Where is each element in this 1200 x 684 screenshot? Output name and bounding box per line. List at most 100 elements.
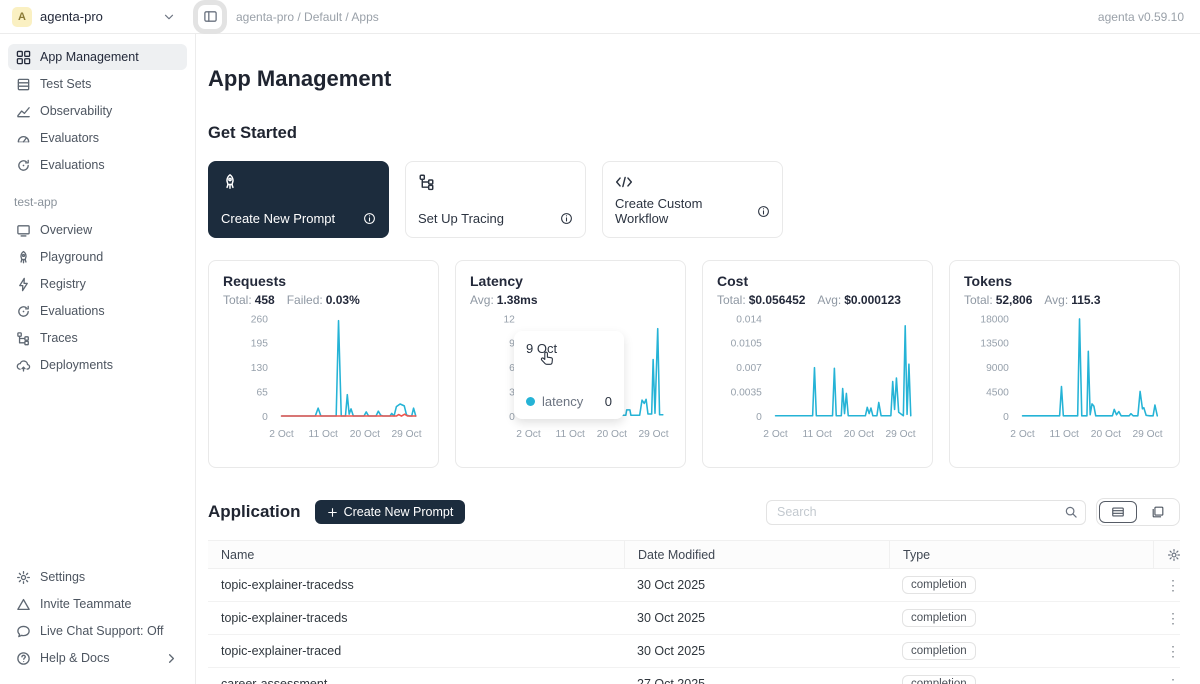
type-badge: completion <box>902 642 976 660</box>
sidebar-item-label: Playground <box>40 250 104 264</box>
card-label: Create New Prompt <box>221 211 336 226</box>
info-icon[interactable] <box>757 205 770 218</box>
create-new-prompt-button[interactable]: Create New Prompt <box>314 500 466 524</box>
svg-text:11 Oct: 11 Oct <box>309 429 339 440</box>
app-group-label: test-app <box>14 195 58 209</box>
metrics-cards: Requests Total: 458 Failed: 0.03% 0 65 130 19… <box>208 260 1180 468</box>
card-view-icon <box>1152 506 1164 518</box>
table-row[interactable]: topic-explainer-traceds 30 Oct 2025 comp… <box>208 602 1180 635</box>
svg-text:13500: 13500 <box>980 339 1009 350</box>
set-up-tracing-card[interactable]: Set Up Tracing <box>405 161 586 238</box>
sidebar-item-label: Overview <box>40 223 93 237</box>
svg-text:9: 9 <box>509 339 515 350</box>
sidebar-item-test-sets[interactable]: Test Sets <box>8 71 187 97</box>
svg-text:11 Oct: 11 Oct <box>803 429 833 440</box>
app-date: 27 Oct 2025 <box>637 677 706 684</box>
chevron-right-icon <box>164 651 179 666</box>
sidebar-item-observability[interactable]: Observability <box>8 98 187 124</box>
column-settings-gear-icon[interactable] <box>1167 548 1181 562</box>
tokens-chart: 0 4500 9000 13500 18000 2 Oct 11 Oct 20 Oct 29 O… <box>964 313 1165 449</box>
svg-text:260: 260 <box>251 314 268 325</box>
main-content: App Management Get Started Create New Pr… <box>196 34 1200 684</box>
sidebar-item-deployments[interactable]: Deployments <box>8 352 187 378</box>
sidebar-item-traces[interactable]: Traces <box>8 325 187 351</box>
column-name[interactable]: Name <box>221 547 255 562</box>
sidebar-item-label: Traces <box>40 331 78 345</box>
create-new-prompt-card[interactable]: Create New Prompt <box>208 161 389 238</box>
sidebar-item-label: Evaluations <box>40 158 105 172</box>
rocket-icon <box>221 173 376 191</box>
sidebar-item-evaluations[interactable]: Evaluations <box>8 152 187 178</box>
line-chart-icon <box>16 104 31 119</box>
sidebar-item-label: Observability <box>40 104 113 118</box>
info-icon[interactable] <box>363 212 376 225</box>
refresh-circle-icon <box>16 304 31 319</box>
panel-left-icon <box>203 9 218 24</box>
table-row[interactable]: topic-explainer-tracedss 30 Oct 2025 com… <box>208 569 1180 602</box>
table-row[interactable]: career-assessment 27 Oct 2025 completion… <box>208 668 1180 684</box>
svg-text:29 Oct: 29 Oct <box>638 429 668 440</box>
tooltip-date: 9 Oct <box>526 341 558 356</box>
app-name: career-assessment <box>221 677 328 684</box>
gauge-icon <box>16 131 31 146</box>
svg-text:2 Oct: 2 Oct <box>763 429 788 440</box>
sidebar-item-help-docs[interactable]: Help & Docs <box>8 645 187 671</box>
column-date-modified[interactable]: Date Modified <box>624 541 889 568</box>
app-name: topic-explainer-traceds <box>221 611 348 625</box>
svg-text:2 Oct: 2 Oct <box>516 429 541 440</box>
refresh-circle-icon <box>16 158 31 173</box>
table-row[interactable]: topic-explainer-traced 30 Oct 2025 compl… <box>208 635 1180 668</box>
column-type[interactable]: Type <box>889 541 1153 568</box>
row-menu-button[interactable]: ⋮ <box>1166 675 1181 684</box>
workspace-selector[interactable]: A agenta-pro <box>0 6 186 27</box>
list-icon <box>16 77 31 92</box>
sidebar-item-invite-teammate[interactable]: Invite Teammate <box>8 591 187 617</box>
row-menu-button[interactable]: ⋮ <box>1166 609 1181 626</box>
chart-stats: Avg: 1.38ms <box>470 293 538 307</box>
sidebar-item-label: Evaluators <box>40 131 100 145</box>
sidebar-item-registry[interactable]: Registry <box>8 271 187 297</box>
sidebar-item-label: Evaluations <box>40 304 105 318</box>
svg-text:3: 3 <box>509 387 515 398</box>
page-title: App Management <box>208 66 392 91</box>
sidebar-item-evaluations-app[interactable]: Evaluations <box>8 298 187 324</box>
cost-chart-card: Cost Total: $0.056452 Avg: $0.000123 0 0.00… <box>702 260 933 468</box>
top-bar: A agenta-pro agenta-pro / Default / Apps… <box>0 0 1200 34</box>
sidebar-item-live-chat-support[interactable]: Live Chat Support: Off <box>8 618 187 644</box>
triangle-icon <box>16 597 31 612</box>
requests-chart: 0 65 130 195 260 2 Oct 11 Oct 20 Oct 29 Oct <box>223 313 424 449</box>
sidebar: App Management Test Sets Observability E… <box>0 34 196 684</box>
svg-text:2 Oct: 2 Oct <box>269 429 294 440</box>
sidebar-item-app-management[interactable]: App Management <box>8 44 187 70</box>
table-view-button[interactable] <box>1099 501 1137 523</box>
card-view-button[interactable] <box>1139 501 1177 523</box>
sidebar-item-label: Live Chat Support: Off <box>40 624 164 638</box>
chart-stats: Total: 52,806 Avg: 115.3 <box>964 293 1101 307</box>
info-icon[interactable] <box>560 212 573 225</box>
row-menu-button[interactable]: ⋮ <box>1166 642 1181 659</box>
sidebar-item-label: Help & Docs <box>40 651 110 665</box>
svg-text:29 Oct: 29 Oct <box>391 429 421 440</box>
chart-stats: Total: 458 Failed: 0.03% <box>223 293 360 307</box>
sidebar-toggle-button[interactable] <box>198 4 222 29</box>
cursor-hand-icon <box>540 351 553 365</box>
card-label: Set Up Tracing <box>418 211 504 226</box>
create-custom-workflow-card[interactable]: Create Custom Workflow <box>602 161 783 238</box>
breadcrumb[interactable]: agenta-pro / Default / Apps <box>236 9 379 24</box>
search-input[interactable] <box>766 499 1086 525</box>
row-menu-button[interactable]: ⋮ <box>1166 576 1181 593</box>
grid-icon <box>16 50 31 65</box>
sidebar-item-label: Test Sets <box>40 77 92 91</box>
chart-title: Cost <box>717 273 749 289</box>
sidebar-item-settings[interactable]: Settings <box>8 564 187 590</box>
chart-tooltip: 9 Oct latency 0 <box>514 331 624 419</box>
svg-text:0: 0 <box>509 412 515 423</box>
sidebar-item-overview[interactable]: Overview <box>8 217 187 243</box>
sidebar-item-evaluators[interactable]: Evaluators <box>8 125 187 151</box>
gear-icon <box>16 570 31 585</box>
applications-table: Name Date Modified Type topic-explainer-… <box>208 540 1181 684</box>
sidebar-item-playground[interactable]: Playground <box>8 244 187 270</box>
app-date: 30 Oct 2025 <box>637 611 706 625</box>
table-view-icon <box>1112 507 1124 517</box>
app-date: 30 Oct 2025 <box>637 578 706 592</box>
